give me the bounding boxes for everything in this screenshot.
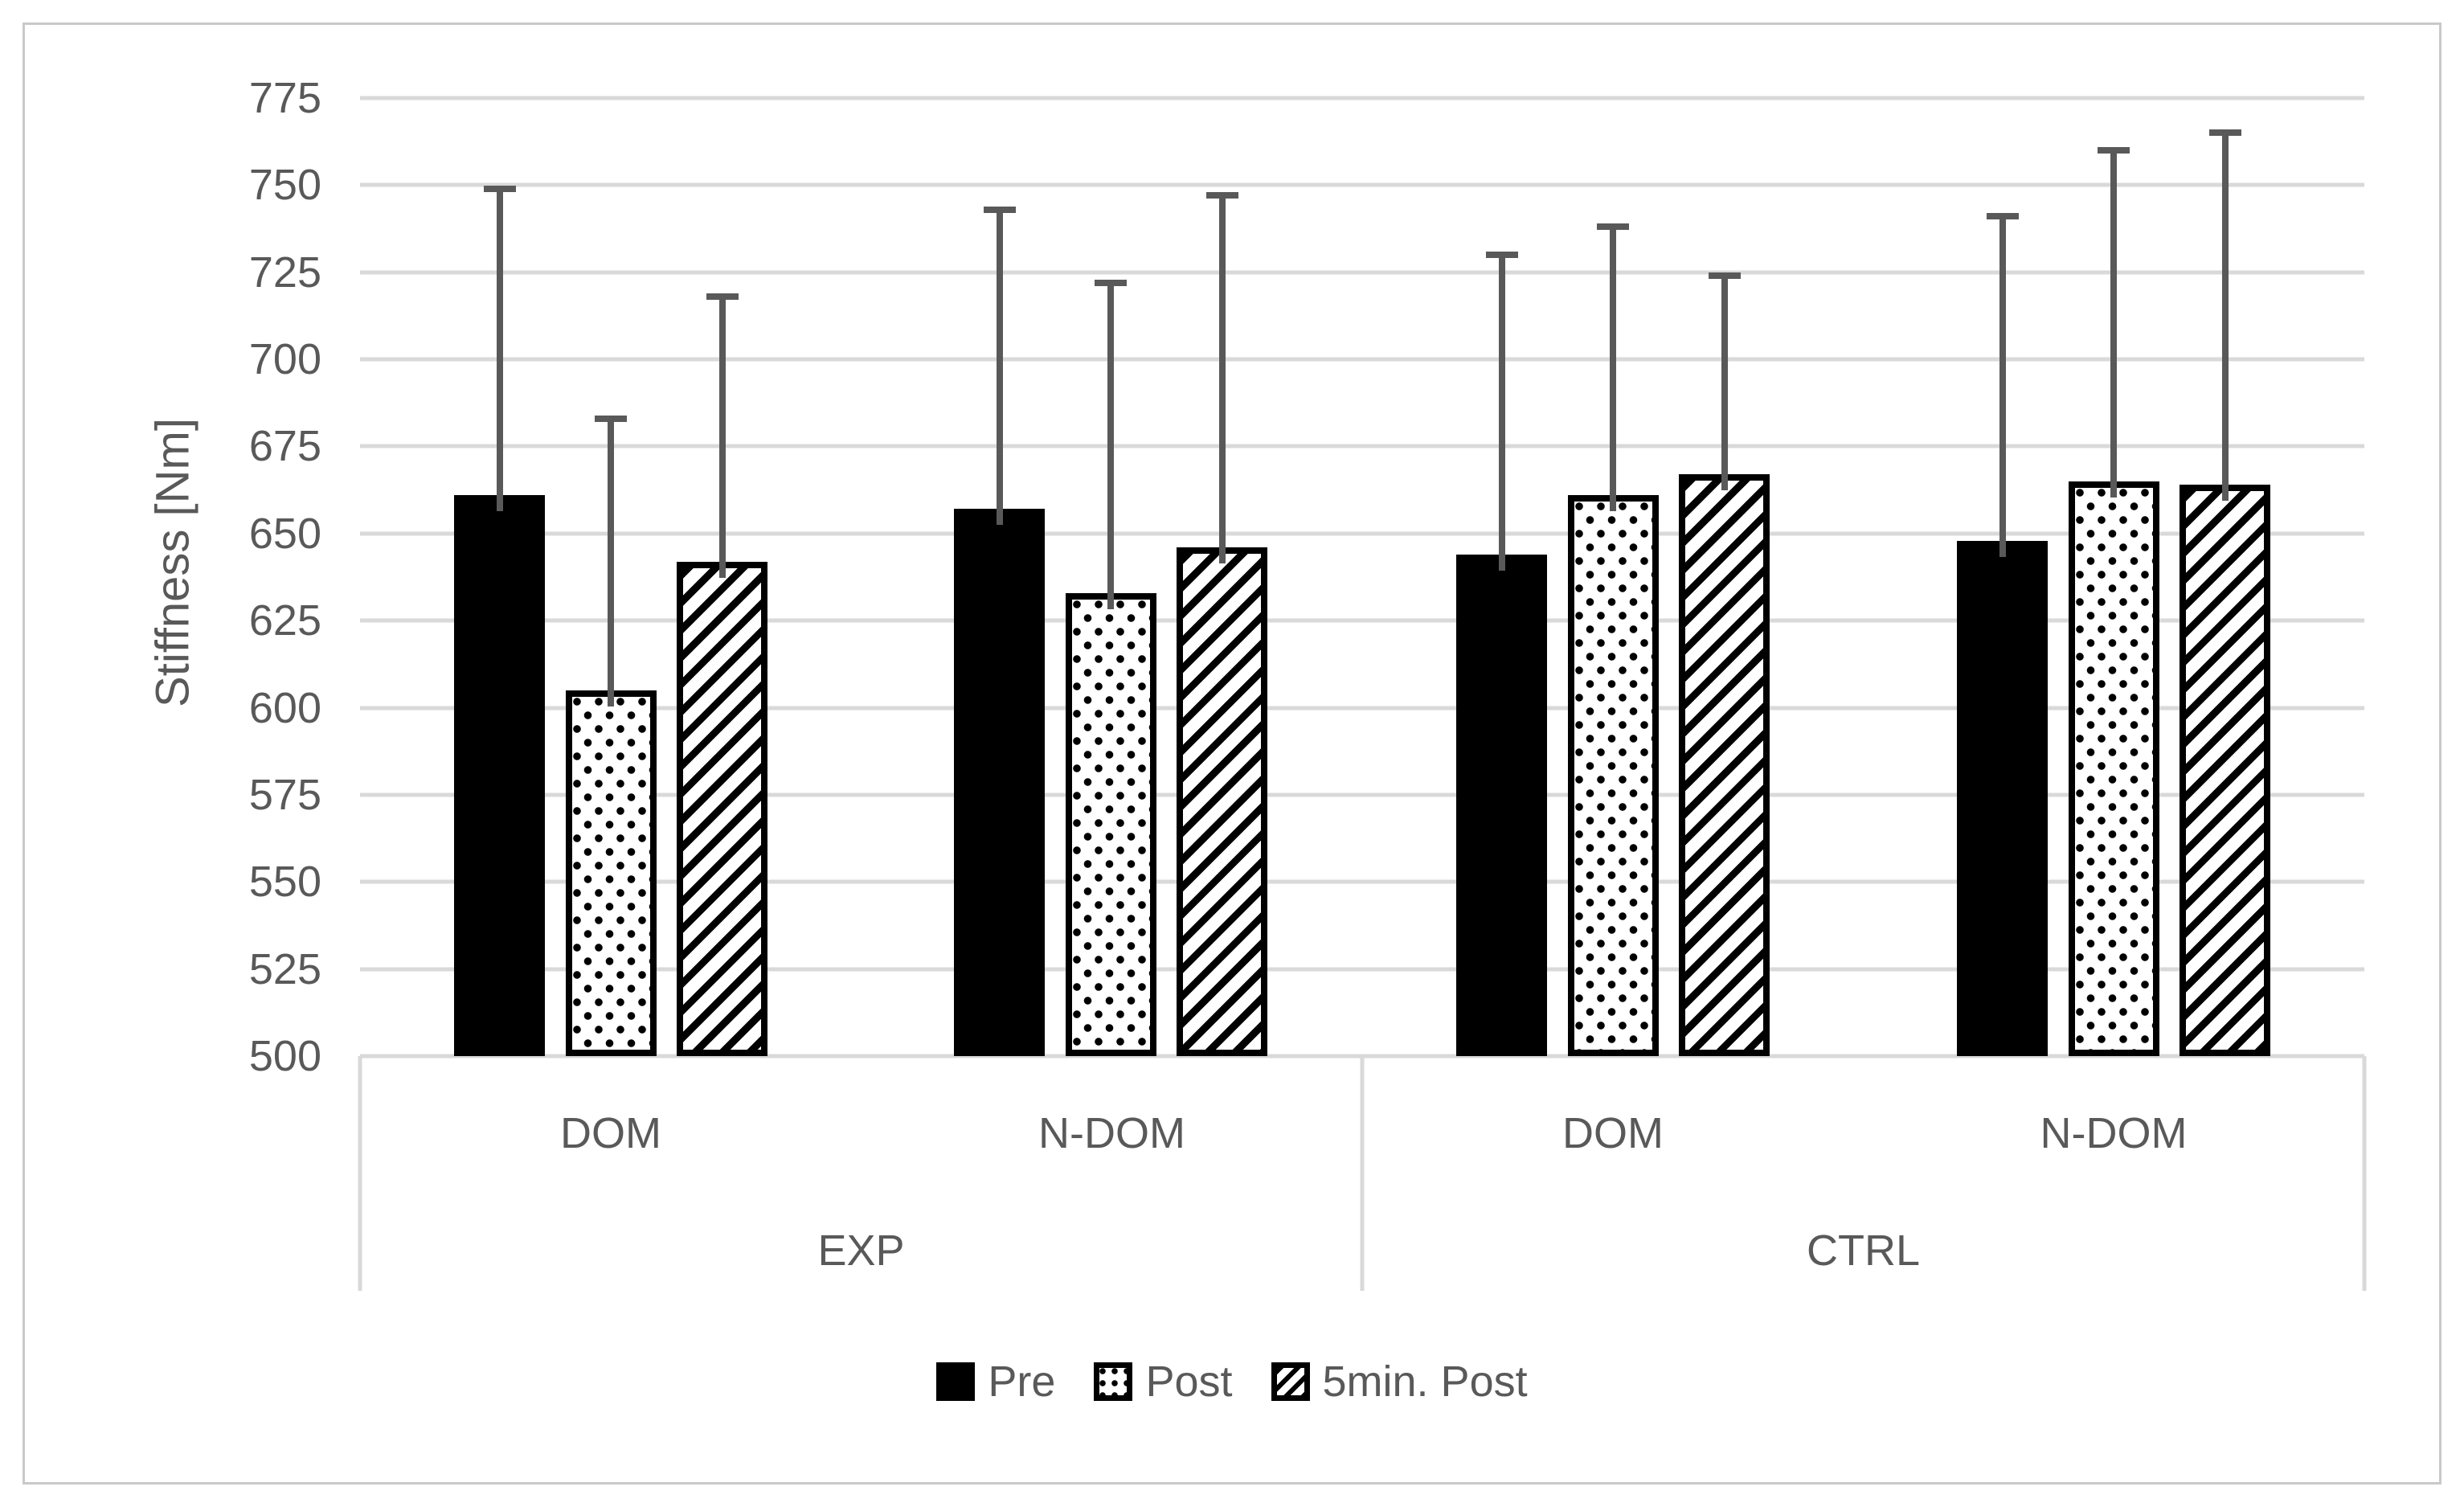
legend-item-post: Post [1094,1357,1233,1407]
bar-post-value-665 [2068,481,2159,1056]
bar-pre-value-648 [1957,540,2048,1056]
error-bar-stem [1721,276,1728,491]
error-bar-stem [996,209,1003,526]
category-label-inner-0: DOM [560,1109,661,1157]
category-label-inner-3: N-DOM [2040,1109,2188,1157]
bar-group-ctrl-ndom [1957,98,2270,1056]
error-bar-stem [1610,227,1616,512]
legend-label: 5min. Post [1322,1358,1528,1406]
category-divider-0 [358,1056,362,1291]
bar-5min-post-value-646 [1177,547,1267,1056]
error-bar-cap [483,185,516,192]
error-bar-stem [1498,255,1505,571]
error-bar-cap [2098,147,2130,154]
error-bar-stem [496,188,503,512]
gridline-550 [360,879,2364,884]
y-tick-label-775: 775 [248,74,321,122]
error-bar-cap [1986,213,2019,220]
bar-slot-post [1567,98,1659,1056]
legend-item-5min-post: 5min. Post [1271,1357,1528,1407]
category-axis: DOM N-DOM DOM N-DOM EXP CTRL [358,1056,2367,1291]
category-label-inner-1: N-DOM [1038,1109,1185,1157]
y-tick-label-675: 675 [248,422,321,471]
category-label-outer-0: EXP [817,1226,905,1275]
error-bar-stem [718,297,726,578]
gridline-675 [360,444,2364,448]
bar-group-exp-dom [454,98,767,1056]
bar-group-ctrl-dom [1456,98,1770,1056]
gridline-700 [360,357,2364,362]
error-bar-stem [1107,282,1114,609]
category-label-inner-2: DOM [1562,1109,1664,1157]
bar-pre-value-661 [454,495,545,1056]
error-bar-cap [1205,192,1238,199]
figure-border [23,23,2441,1484]
error-bar-stem [1218,195,1226,564]
gridline-750 [360,182,2364,187]
category-label-outer-1: CTRL [1806,1226,1921,1275]
legend-item-pre: Pre [936,1357,1055,1407]
bar-slot-5min-post [1679,98,1770,1056]
error-bar-stem [608,418,614,706]
error-bar-stem [2110,150,2117,498]
gridline-600 [360,706,2364,711]
bar-slot-pre [1456,98,1547,1056]
error-bar-stem [2221,133,2229,502]
y-axis-title: Stiffness [Nm] [146,418,199,707]
legend-label: Pre [988,1358,1056,1406]
bar-slot-post [565,98,657,1056]
y-tick-label-650: 650 [248,509,321,558]
gridline-625 [360,618,2364,623]
bar-slot-pre [954,98,1045,1056]
gridline-725 [360,270,2364,275]
legend-swatch-solid-icon [936,1362,976,1401]
y-tick-label-575: 575 [248,770,321,819]
error-bar-cap [1095,279,1127,286]
gridline-525 [360,967,2364,972]
gridline-650 [360,531,2364,536]
error-bar-cap [1597,223,1629,231]
y-tick-label-700: 700 [248,335,321,384]
y-tick-label-500: 500 [248,1032,321,1080]
bar-5min-post-value-667 [1679,474,1770,1056]
error-bar-cap [595,415,627,422]
bar-pre-value-657 [954,509,1045,1056]
bar-post-value-661 [1567,495,1659,1056]
error-bar-cap [1708,272,1741,280]
error-bar-cap [1485,252,1518,259]
plot-area [360,96,2364,1059]
error-bar-cap [706,293,739,301]
bar-pre-value-644 [1456,554,1547,1056]
y-tick-label-550: 550 [248,858,321,907]
legend-swatch-dots-icon [1094,1362,1133,1401]
y-tick-label-625: 625 [248,596,321,645]
category-divider-1 [1360,1056,1365,1291]
bar-group-exp-ndom [954,98,1270,1056]
y-tick-label-600: 600 [248,683,321,732]
bar-5min-post-value-642 [677,561,767,1056]
bar-5min-post-value-664 [2180,485,2270,1056]
bar-slot-post [2068,98,2159,1056]
bar-slot-5min-post [2180,98,2270,1056]
legend-swatch-diagonal-icon [1271,1362,1310,1401]
legend: Pre Post 5min. Post [0,1357,2464,1407]
gridline-575 [360,792,2364,797]
error-bar-stem [1999,216,2006,557]
bar-slot-post [1065,98,1156,1056]
error-bar-cap [983,206,1016,213]
legend-label: Post [1145,1358,1233,1406]
y-tick-label-750: 750 [248,161,321,210]
y-tick-label-525: 525 [248,944,321,993]
category-divider-2 [2362,1056,2367,1291]
y-tick-label-725: 725 [248,248,321,297]
bar-post-value-605 [565,690,657,1056]
bar-slot-5min-post [677,98,767,1056]
bar-slot-pre [1957,98,2048,1056]
bar-slot-5min-post [1177,98,1267,1056]
error-bar-cap [2208,129,2241,137]
gridline-775 [360,96,2364,100]
bar-slot-pre [454,98,545,1056]
bar-post-value-633 [1065,592,1156,1056]
